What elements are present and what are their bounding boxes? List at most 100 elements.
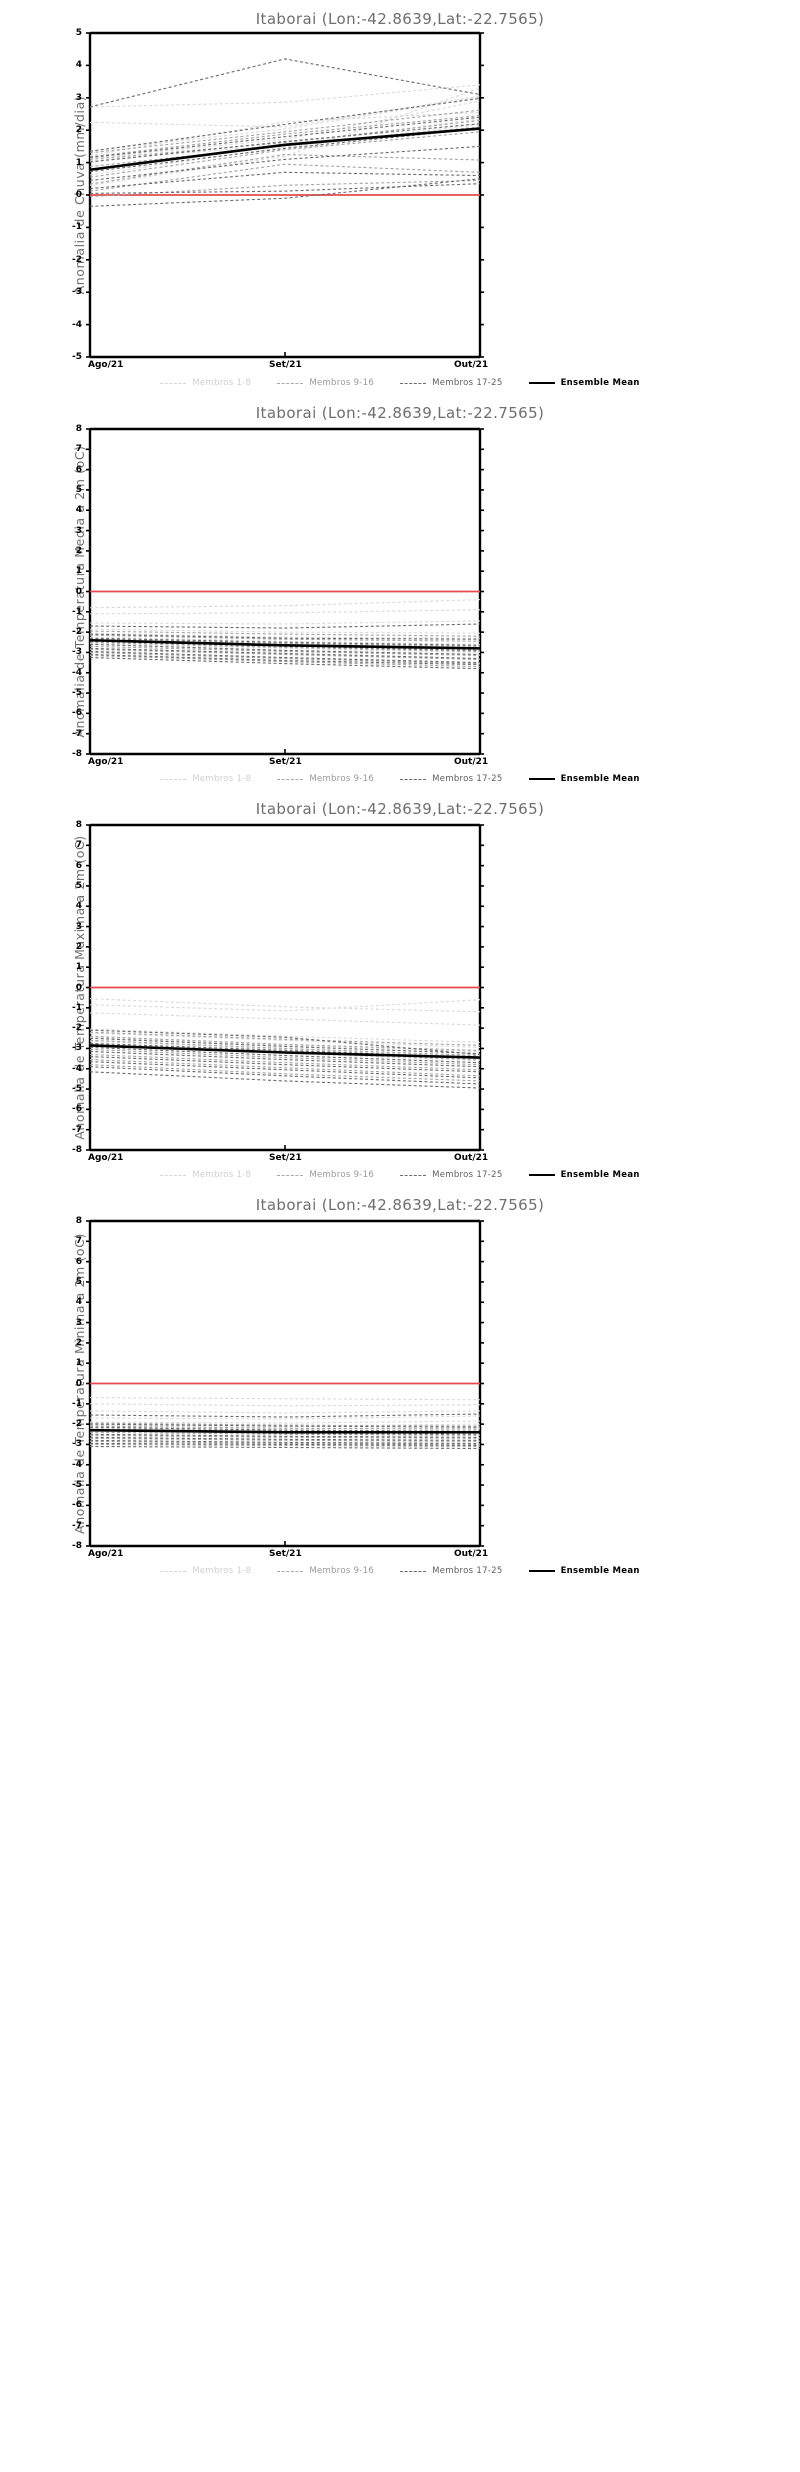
legend-item[interactable]: Ensemble Mean (528, 774, 640, 784)
y-tick-label: 0 (75, 190, 82, 200)
series-member (89, 1059, 481, 1077)
y-tick-label: 6 (75, 860, 82, 871)
series-member (89, 642, 481, 653)
series-member (89, 636, 481, 645)
series-member (89, 1061, 481, 1079)
legend-item[interactable]: Membros 9-16 (277, 1566, 374, 1576)
legend-item[interactable]: Membros 1-8 (160, 378, 251, 388)
x-tick-label: Set/21 (269, 1153, 302, 1163)
series-member (89, 1410, 481, 1414)
series-member (89, 1050, 481, 1068)
series-member (89, 638, 481, 647)
y-tick-label: -3 (72, 1439, 82, 1450)
y-tick-label: 0 (75, 1378, 82, 1389)
x-tick-label: Set/21 (269, 1549, 302, 1559)
legend-label: Ensemble Mean (560, 378, 640, 388)
y-tick-label: -3 (72, 287, 82, 298)
series-member (89, 178, 481, 207)
y-tick-label: 1 (75, 566, 82, 577)
legend-label: Membros 1-8 (192, 378, 252, 388)
legend-line-icon (400, 1570, 427, 1572)
chart-legend: Membros 1-8 Membros 9-16 Membros 17-25 Ense… (0, 1566, 800, 1576)
series-member (89, 650, 481, 664)
legend-line-icon (160, 382, 187, 384)
series-member (89, 654, 481, 668)
legend-line-icon (400, 382, 427, 384)
series-member (89, 1031, 481, 1046)
legend-label: Membros 17-25 (432, 1566, 503, 1576)
legend-label: Ensemble Mean (560, 774, 640, 784)
legend-item[interactable]: Membros 17-25 (400, 1170, 502, 1180)
y-tick-label: -1 (72, 1002, 82, 1013)
series-member (89, 183, 481, 194)
series-member (89, 128, 481, 173)
y-tick-label: -7 (72, 1124, 82, 1135)
series-member (89, 109, 481, 154)
legend-item[interactable]: Ensemble Mean (528, 378, 640, 388)
series-member (89, 1029, 481, 1056)
plot-area (86, 31, 484, 359)
y-tick-label: 5 (75, 484, 82, 495)
series-member (89, 131, 481, 178)
legend-item[interactable]: Membros 9-16 (277, 1170, 374, 1180)
series-member (89, 1442, 481, 1447)
series-member (89, 1439, 481, 1444)
series-member (89, 651, 481, 665)
legend-item[interactable]: Membros 1-8 (160, 774, 251, 784)
series-ensemble-mean (89, 127, 481, 172)
series-member (89, 1040, 481, 1058)
legend-item[interactable]: Membros 17-25 (400, 774, 502, 784)
series-member (89, 1048, 481, 1066)
legend-item[interactable]: Membros 17-25 (400, 378, 502, 388)
series-member (89, 620, 481, 625)
legend-item[interactable]: Membros 9-16 (277, 774, 374, 784)
y-tick-label: 4 (75, 60, 82, 71)
y-tick-label: 2 (75, 125, 82, 136)
legend-line-icon (277, 382, 304, 384)
series-member (89, 1431, 481, 1436)
x-tick-label: Ago/21 (88, 1153, 124, 1163)
series-member (89, 1037, 481, 1055)
plot-area (86, 427, 484, 756)
series-member (89, 628, 481, 634)
legend-item[interactable]: Membros 1-8 (160, 1566, 251, 1576)
series-member (89, 634, 481, 642)
series-member (89, 633, 481, 640)
legend-item[interactable]: Ensemble Mean (528, 1170, 640, 1180)
y-tick-label: -8 (72, 1145, 82, 1155)
series-member (89, 1032, 481, 1048)
legend-item[interactable]: Membros 1-8 (160, 1170, 251, 1180)
series-member (89, 1071, 481, 1089)
y-tick-label: -7 (72, 1520, 82, 1531)
legend-label: Membros 17-25 (432, 774, 503, 784)
y-tick-label: -5 (72, 1084, 82, 1095)
legend-item[interactable]: Ensemble Mean (528, 1566, 640, 1576)
y-tick-label: -6 (72, 708, 82, 719)
y-tick-label: 2 (75, 1337, 82, 1348)
chart-title: Itaborai (Lon:-42.8639,Lat:-22.7565) (255, 800, 545, 818)
series-member (89, 998, 481, 1013)
x-tick-label: Out/21 (454, 1153, 489, 1163)
series-member (89, 1053, 481, 1071)
y-tick-label: -8 (72, 1541, 82, 1551)
y-tick-label: 5 (75, 1276, 82, 1287)
series-member (89, 1028, 481, 1043)
plot-area (86, 1219, 484, 1548)
legend-label: Membros 17-25 (432, 1170, 503, 1180)
series-member (89, 645, 481, 657)
series-ensemble-mean (89, 638, 481, 650)
series-member (89, 1433, 481, 1438)
y-tick-label: -2 (72, 1023, 82, 1034)
series-member (89, 1415, 481, 1420)
y-tick-label: -3 (72, 1043, 82, 1054)
legend-item[interactable]: Membros 9-16 (277, 378, 374, 388)
x-tick-label: Ago/21 (88, 360, 124, 370)
series-member (89, 641, 481, 652)
y-tick-label: -4 (72, 319, 82, 330)
y-tick-label: 7 (75, 1236, 82, 1247)
series-member (89, 1426, 481, 1432)
y-tick-label: -8 (72, 749, 82, 759)
y-tick-label: -3 (72, 647, 82, 658)
y-tick-label: 7 (75, 840, 82, 851)
legend-item[interactable]: Membros 17-25 (400, 1566, 502, 1576)
